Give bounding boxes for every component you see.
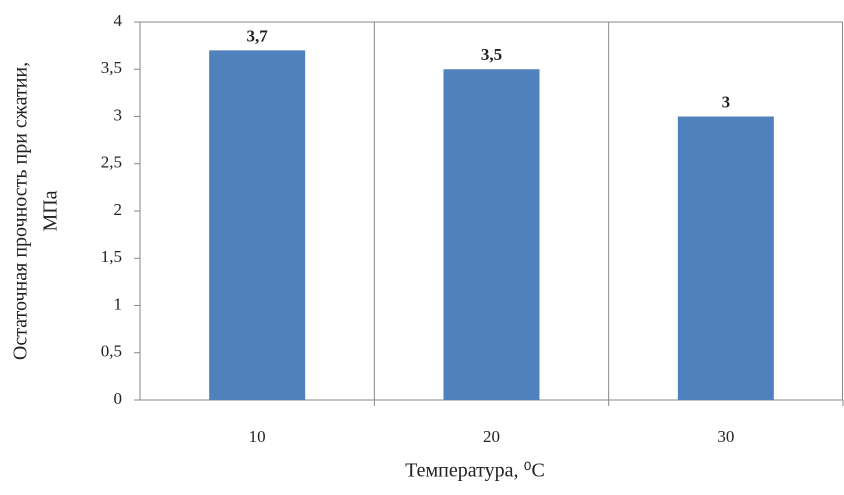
y-tick-label: 2,5 — [101, 153, 122, 172]
y-tick-label: 3 — [114, 105, 123, 124]
y-tick-label: 1 — [114, 294, 123, 313]
data-label: 3,5 — [481, 45, 502, 64]
y-axis-label-line: Остаточная прочность при сжатии, — [10, 62, 32, 360]
x-tick-label: 20 — [483, 427, 500, 446]
bar — [677, 116, 774, 400]
y-axis-label: Остаточная прочность при сжатии, МПа — [10, 62, 62, 360]
y-tick-label: 4 — [114, 11, 123, 30]
y-tick-label: 0 — [114, 389, 123, 408]
x-tick-label: 30 — [717, 427, 734, 446]
data-label: 3,7 — [247, 26, 269, 45]
bar — [209, 50, 306, 400]
bar — [443, 69, 540, 400]
x-axis-label: Температура, ⁰C — [405, 460, 545, 482]
y-tick-label: 0,5 — [101, 342, 122, 361]
y-tick-label: 2 — [114, 200, 123, 219]
x-tick-label: 10 — [249, 427, 266, 446]
y-axis-label-line: МПа — [40, 190, 62, 231]
data-label: 3 — [722, 92, 731, 111]
y-tick-label: 3,5 — [101, 58, 122, 77]
y-tick-label: 1,5 — [101, 247, 122, 266]
